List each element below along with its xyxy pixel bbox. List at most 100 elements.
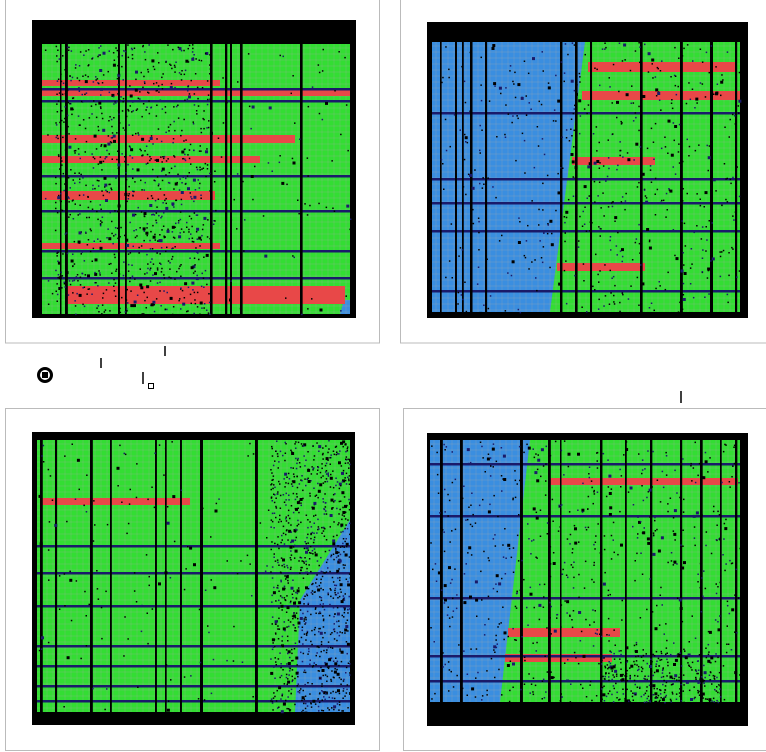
dot: [342, 440, 346, 444]
dot: [334, 90, 336, 92]
dot: [660, 676, 663, 679]
dot: [321, 467, 323, 470]
dot: [321, 575, 324, 578]
v-line: [118, 44, 120, 314]
dot: [322, 458, 324, 460]
dot: [127, 110, 130, 112]
record-icon-core: [42, 372, 48, 378]
dot: [705, 656, 708, 659]
dot: [583, 108, 586, 110]
dot: [662, 667, 664, 669]
dot: [305, 618, 307, 621]
dot: [554, 440, 557, 443]
dot: [336, 645, 339, 648]
dot: [563, 230, 565, 232]
dot: [271, 512, 274, 515]
dot: [598, 181, 601, 183]
dot: [281, 534, 283, 537]
dot: [129, 221, 131, 224]
dot: [697, 692, 699, 694]
dot: [180, 288, 182, 290]
dot: [656, 696, 659, 699]
stripe: [42, 90, 350, 96]
dot: [680, 700, 683, 702]
dot: [145, 554, 148, 556]
dot: [566, 612, 568, 614]
dot: [152, 65, 155, 68]
dot: [300, 651, 302, 654]
dot: [350, 609, 352, 612]
dot: [288, 494, 290, 496]
dot: [445, 276, 447, 279]
dot: [181, 289, 184, 292]
dot: [62, 82, 65, 84]
dot: [596, 452, 598, 454]
dot: [574, 274, 576, 277]
dot: [268, 106, 272, 110]
dot: [646, 496, 648, 499]
dot: [726, 177, 728, 180]
dot: [498, 86, 502, 90]
dot: [322, 475, 324, 477]
dot: [510, 274, 513, 277]
dot: [332, 539, 336, 543]
dot: [541, 261, 544, 264]
dot: [284, 441, 286, 444]
dot: [621, 292, 624, 294]
dot: [621, 122, 623, 124]
dot: [638, 129, 640, 132]
dot: [42, 444, 45, 447]
dot: [288, 478, 291, 480]
dot: [463, 650, 465, 652]
dot: [664, 146, 667, 148]
dot: [149, 261, 152, 263]
dot: [724, 569, 726, 572]
dot: [622, 673, 624, 676]
dot: [481, 445, 483, 448]
dot: [92, 156, 95, 158]
dot: [55, 124, 58, 126]
dot: [546, 533, 549, 535]
dot: [603, 215, 605, 217]
dot: [120, 712, 122, 714]
dot: [327, 474, 329, 476]
dot: [300, 557, 303, 559]
dot: [157, 198, 160, 200]
dot: [206, 309, 208, 311]
dot: [463, 485, 465, 487]
dot: [272, 475, 275, 477]
dot: [571, 135, 573, 137]
dot: [602, 675, 604, 678]
dot: [345, 472, 348, 475]
dot: [588, 466, 591, 468]
dot: [203, 256, 205, 258]
dot: [145, 145, 148, 147]
dot: [285, 611, 288, 613]
dot: [607, 157, 610, 159]
dot: [273, 493, 275, 495]
dot: [338, 676, 341, 679]
dot: [249, 563, 251, 565]
dot: [196, 86, 199, 89]
dot: [118, 99, 121, 101]
dot: [178, 220, 180, 222]
dot: [535, 516, 539, 520]
dot: [99, 69, 103, 72]
dot: [347, 458, 349, 461]
dot: [286, 606, 290, 610]
dot: [174, 182, 178, 186]
dot: [652, 656, 654, 658]
dot: [154, 239, 156, 241]
dot: [301, 711, 303, 713]
dot: [138, 246, 140, 249]
dot: [142, 44, 144, 47]
dot: [697, 573, 699, 575]
dot: [590, 77, 592, 79]
dot: [497, 626, 499, 628]
dot: [657, 549, 661, 553]
dot: [514, 71, 516, 74]
dot: [298, 462, 301, 464]
dot: [292, 597, 294, 599]
dot: [48, 579, 50, 581]
dot: [283, 621, 285, 623]
